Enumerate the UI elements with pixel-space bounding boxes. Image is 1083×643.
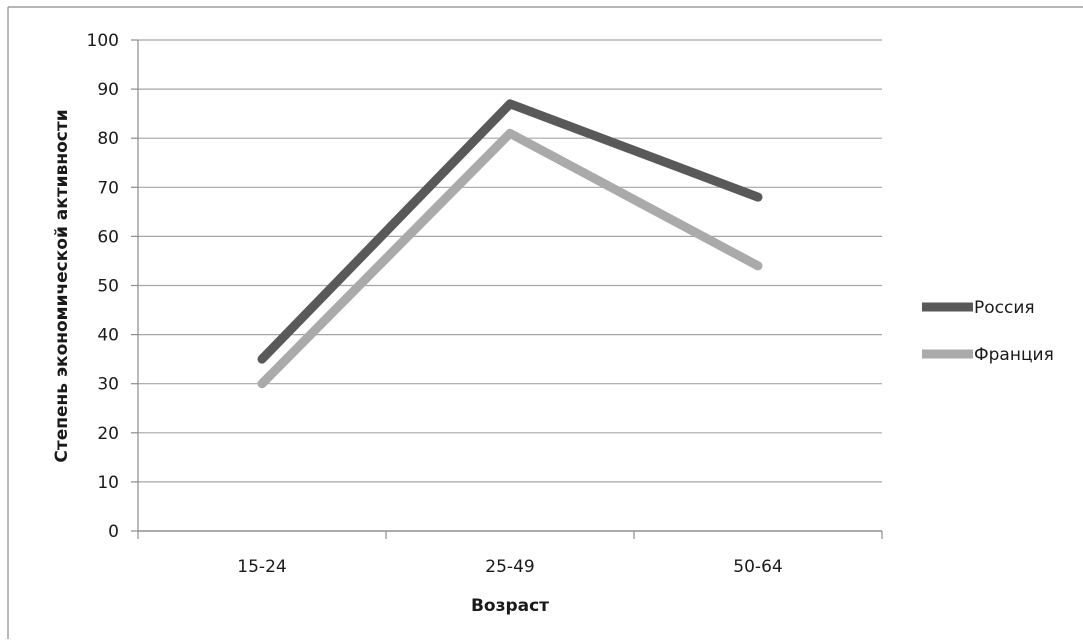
- legend-label: Франция: [974, 345, 1054, 365]
- y-tick-label: 10: [97, 473, 119, 493]
- y-tick-label: 30: [97, 375, 119, 395]
- x-tick-label: 15-24: [237, 557, 286, 577]
- y-tick-label: 90: [97, 80, 119, 100]
- x-tick-label: 50-64: [733, 557, 782, 577]
- data-point: [509, 132, 511, 135]
- x-axis-title: Возраст: [471, 596, 549, 616]
- y-tick-label: 80: [97, 129, 119, 149]
- series-line-1: [257, 99, 763, 364]
- data-point: [261, 382, 263, 385]
- y-tick-label: 20: [97, 424, 119, 444]
- data-point: [261, 358, 263, 361]
- x-tick-label: 25-49: [485, 557, 534, 577]
- data-point: [757, 264, 759, 267]
- data-point: [509, 102, 511, 105]
- y-tick-label: 70: [97, 178, 119, 198]
- legend: Россия Франция: [922, 298, 1054, 365]
- y-tick-label: 40: [97, 326, 119, 346]
- y-tick-label: 60: [97, 227, 119, 247]
- legend-label: Россия: [974, 298, 1035, 318]
- data-point: [757, 196, 759, 199]
- y-tick-label: 50: [97, 277, 119, 297]
- y-tick-label: 100: [87, 31, 119, 51]
- y-axis-title: Степень экономической активности: [52, 109, 72, 462]
- y-tick-label: 0: [108, 522, 119, 542]
